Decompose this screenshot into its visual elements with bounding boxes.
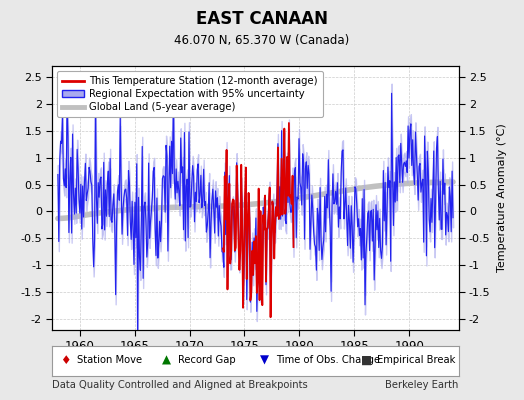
Text: Record Gap: Record Gap: [178, 355, 236, 366]
Legend: This Temperature Station (12-month average), Regional Expectation with 95% uncer: This Temperature Station (12-month avera…: [58, 71, 323, 117]
Text: ■: ■: [361, 354, 372, 367]
Text: ♦: ♦: [61, 354, 71, 367]
Text: ▼: ▼: [259, 354, 268, 367]
Text: 46.070 N, 65.370 W (Canada): 46.070 N, 65.370 W (Canada): [174, 34, 350, 47]
Text: ▲: ▲: [162, 354, 171, 367]
Text: EAST CANAAN: EAST CANAAN: [196, 10, 328, 28]
Text: Station Move: Station Move: [77, 355, 142, 366]
Text: Empirical Break: Empirical Break: [377, 355, 456, 366]
Text: Berkeley Earth: Berkeley Earth: [385, 380, 458, 390]
Text: Time of Obs. Change: Time of Obs. Change: [276, 355, 380, 366]
Text: Data Quality Controlled and Aligned at Breakpoints: Data Quality Controlled and Aligned at B…: [52, 380, 308, 390]
Y-axis label: Temperature Anomaly (°C): Temperature Anomaly (°C): [497, 124, 507, 272]
